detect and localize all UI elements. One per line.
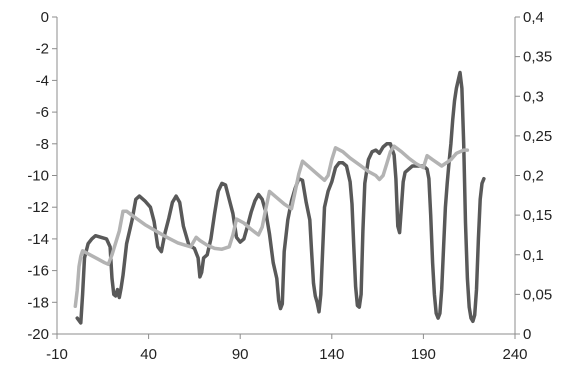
ticks: 0 -2 -4 -6 -8 -10 -12 -14 -16 -18 -20 0 0,05 0,1 0,15 0… — [27, 9, 552, 363]
y-left-tick-label: -2 — [36, 41, 49, 58]
series-line-left-axis — [75, 70, 486, 325]
y-left-tick-label: -20 — [27, 326, 49, 343]
y-right-tick-label: 0,35 — [523, 49, 552, 66]
y-left-tick-label: -12 — [27, 199, 49, 216]
y-right-tick-label: 0 — [523, 326, 531, 343]
y-left-tick-label: -4 — [36, 72, 49, 89]
x-tick-label: 90 — [232, 346, 249, 363]
y-right-tick-label: 0,3 — [523, 88, 544, 105]
y-right-tick-label: 0,25 — [523, 128, 552, 145]
x-tick-label: 140 — [319, 346, 344, 363]
x-tick-label: 240 — [502, 346, 527, 363]
y-left-tick-label: -16 — [27, 263, 49, 280]
y-right-tick-label: 0,4 — [523, 9, 544, 26]
y-left-tick-label: -8 — [36, 136, 49, 153]
y-left-tick-label: -14 — [27, 231, 49, 248]
y-right-tick-label: 0,05 — [523, 286, 552, 303]
series-line-right-axis — [73, 144, 470, 309]
x-tick-label: -10 — [46, 346, 68, 363]
y-right-tick-label: 0,2 — [523, 168, 544, 185]
series-lines — [73, 70, 486, 325]
y-right-tick-label: 0,15 — [523, 207, 552, 224]
y-left-tick-label: -10 — [27, 168, 49, 185]
y-left-tick-label: -6 — [36, 104, 49, 121]
x-tick-label: 40 — [140, 346, 157, 363]
y-right-tick-label: 0,1 — [523, 247, 544, 264]
y-left-tick-label: -18 — [27, 294, 49, 311]
x-tick-label: 190 — [411, 346, 436, 363]
y-left-tick-label: 0 — [41, 9, 49, 26]
